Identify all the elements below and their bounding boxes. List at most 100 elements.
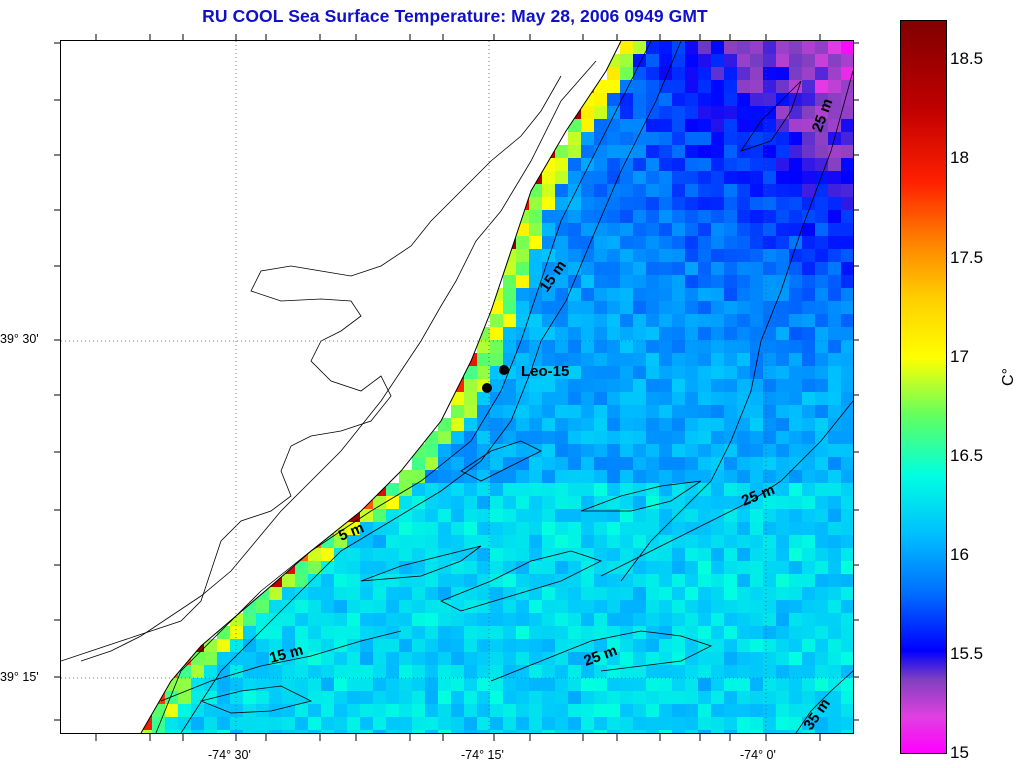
sst-cell [698, 613, 712, 627]
sst-cell [438, 704, 452, 718]
sst-cell [581, 379, 595, 393]
sst-cell [828, 405, 842, 419]
sst-cell [659, 535, 673, 549]
sst-cell [685, 158, 699, 172]
sst-cell [763, 314, 777, 328]
sst-cell [607, 392, 621, 406]
sst-cell [802, 314, 816, 328]
sst-cell [386, 613, 400, 627]
sst-cell [815, 366, 829, 380]
sst-cell [594, 509, 608, 523]
sst-cell [789, 210, 803, 224]
sst-cell [425, 496, 439, 510]
sst-cell [776, 405, 790, 419]
sst-cell [841, 691, 853, 705]
sst-cell [685, 119, 699, 133]
sst-map-canvas[interactable]: 5 m 15 m 15 m 25 m 25 m 25 m 35 m Leo-15 [61, 41, 853, 733]
sst-cell [620, 67, 634, 81]
sst-cell [789, 561, 803, 575]
sst-cell [477, 340, 491, 354]
sst-cell [659, 236, 673, 250]
sst-cell [373, 730, 387, 733]
sst-cell [646, 431, 660, 445]
sst-cell [711, 353, 725, 367]
sst-cell [789, 574, 803, 588]
sst-cell [672, 93, 686, 107]
sst-cell [308, 665, 322, 679]
sst-cell [841, 457, 853, 471]
sst-cell [659, 41, 673, 55]
sst-cell [646, 340, 660, 354]
sst-cell [659, 158, 673, 172]
sst-cell [269, 587, 283, 601]
sst-cell [763, 496, 777, 510]
sst-cell [789, 496, 803, 510]
sst-cell [607, 639, 621, 653]
sst-cell [607, 379, 621, 393]
sst-cell [646, 405, 660, 419]
sst-cell [802, 561, 816, 575]
sst-cell [425, 691, 439, 705]
sst-cell [594, 496, 608, 510]
sst-cell [464, 483, 478, 497]
sst-cell [620, 210, 634, 224]
sst-cell [685, 587, 699, 601]
sst-cell [737, 197, 751, 211]
sst-cell [256, 665, 270, 679]
sst-cell [386, 587, 400, 601]
sst-cell [529, 197, 543, 211]
sst-cell [334, 561, 348, 575]
sst-cell [672, 262, 686, 276]
sst-cell [711, 366, 725, 380]
sst-cell [594, 717, 608, 731]
sst-cell [620, 366, 634, 380]
sst-cell [568, 132, 582, 146]
sst-cell [373, 613, 387, 627]
sst-cell [451, 639, 465, 653]
sst-cell [698, 80, 712, 94]
sst-cell [269, 600, 283, 614]
sst-cell [581, 275, 595, 289]
sst-cell [412, 509, 426, 523]
sst-cell [659, 392, 673, 406]
sst-cell [503, 678, 517, 692]
sst-cell [503, 535, 517, 549]
sst-cell [724, 41, 738, 55]
sst-cell [776, 431, 790, 445]
sst-cell [698, 626, 712, 640]
sst-cell [464, 431, 478, 445]
sst-cell [802, 509, 816, 523]
sst-cell [438, 509, 452, 523]
sst-cell [750, 418, 764, 432]
sst-cell [477, 535, 491, 549]
sst-cell [802, 379, 816, 393]
sst-cell [789, 392, 803, 406]
sst-cell [802, 288, 816, 302]
sst-map[interactable]: 5 m 15 m 15 m 25 m 25 m 25 m 35 m Leo-15 [60, 40, 854, 734]
sst-cell [815, 535, 829, 549]
sst-cell [542, 262, 556, 276]
sst-cell [776, 171, 790, 185]
lon-tick-74-30: -74° 30' [208, 748, 251, 762]
contour-25m-south [490, 630, 713, 682]
sst-cell [789, 197, 803, 211]
sst-cell [347, 652, 361, 666]
sst-cell [620, 223, 634, 237]
sst-cell [165, 730, 179, 733]
sst-cell [763, 730, 777, 733]
sst-cell [750, 457, 764, 471]
sst-cell [451, 678, 465, 692]
sst-cell [347, 522, 361, 536]
sst-cell [672, 626, 686, 640]
sst-cell [646, 587, 660, 601]
sst-cell [659, 691, 673, 705]
sst-cell [828, 509, 842, 523]
sst-cell [620, 158, 634, 172]
sst-cell [594, 353, 608, 367]
sst-cell [776, 366, 790, 380]
sst-cell [633, 119, 647, 133]
sst-cell [646, 717, 660, 731]
sst-cell [815, 93, 829, 107]
sst-cell [763, 119, 777, 133]
sst-cell [724, 704, 738, 718]
